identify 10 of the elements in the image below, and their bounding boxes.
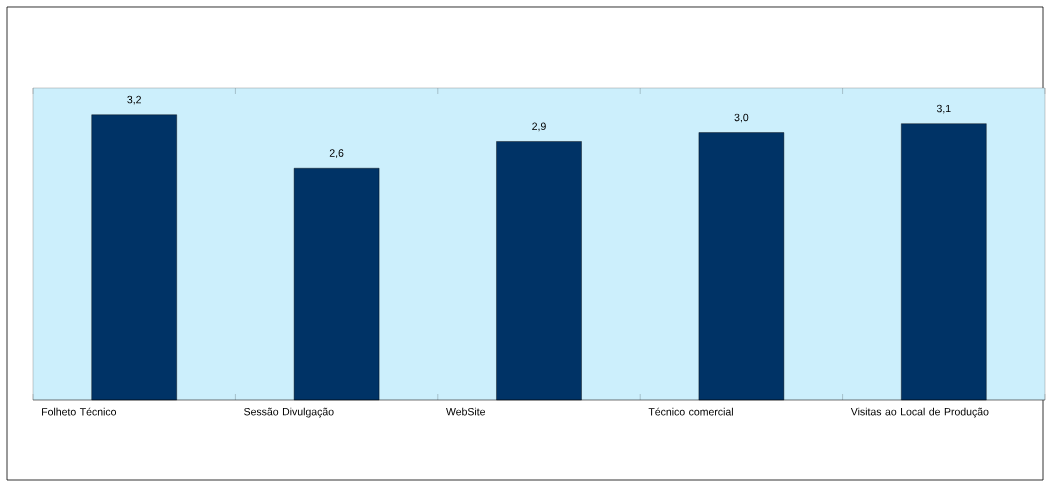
data-label: 3,0 xyxy=(734,113,749,123)
x-tick-label: Folheto Técnico xyxy=(42,407,117,416)
data-label: 2,9 xyxy=(532,122,546,132)
data-label: 3,1 xyxy=(936,104,951,114)
data-label: 3,2 xyxy=(127,95,141,105)
x-tick-label: WebSite xyxy=(446,407,486,416)
x-tick-label: Técnico comercial xyxy=(648,407,733,416)
x-tick-label: Sessão Divulgação xyxy=(244,407,334,418)
x-tick-label: Visitas ao Local de Produção xyxy=(850,407,989,418)
data-label: 2,6 xyxy=(329,149,344,159)
